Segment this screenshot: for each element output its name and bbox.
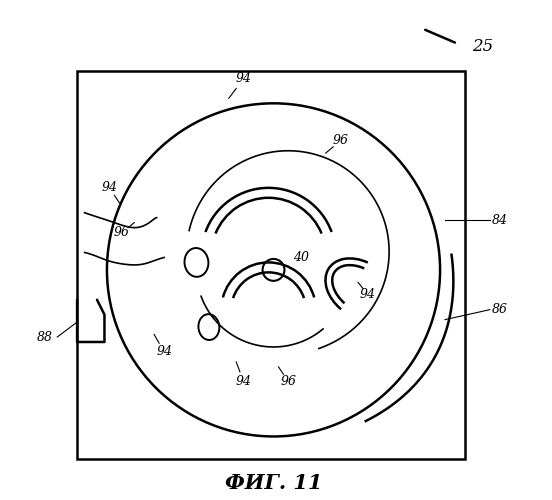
Text: 94: 94 <box>102 182 118 194</box>
Text: 25: 25 <box>473 38 493 54</box>
Text: 86: 86 <box>492 303 508 316</box>
Bar <box>77 71 465 459</box>
Text: 96: 96 <box>114 226 130 239</box>
Text: 40: 40 <box>294 251 310 264</box>
Text: 96: 96 <box>280 376 296 388</box>
Text: ФИГ. 11: ФИГ. 11 <box>225 472 322 492</box>
Text: 94: 94 <box>236 72 252 85</box>
Text: 84: 84 <box>492 214 508 226</box>
Text: 94: 94 <box>236 376 252 388</box>
Text: 96: 96 <box>333 134 349 147</box>
Text: 88: 88 <box>37 330 53 344</box>
Text: 94: 94 <box>360 288 376 301</box>
Text: 94: 94 <box>156 346 172 358</box>
